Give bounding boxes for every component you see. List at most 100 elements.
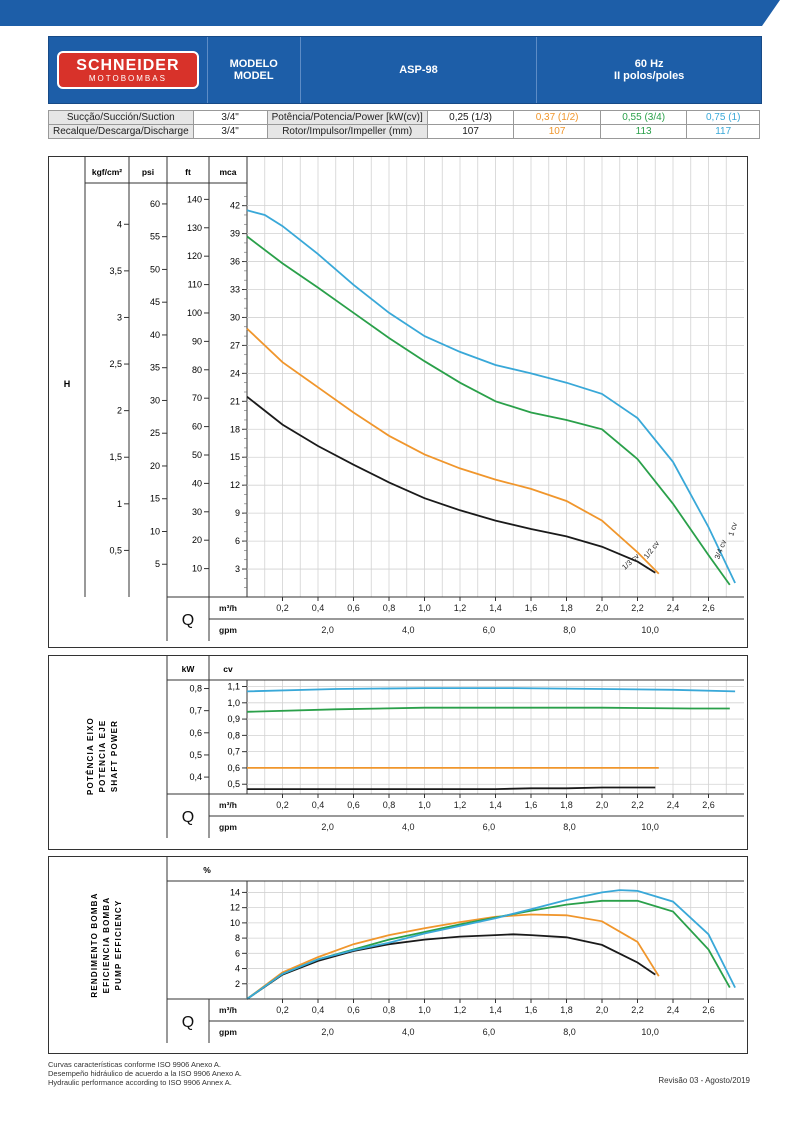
ft-tick-label: 50 — [192, 450, 202, 460]
mca-tick-label: 30 — [230, 312, 240, 322]
x-axis-unit-m3h: m³/h — [219, 1005, 237, 1015]
series-line-1-3-cv — [247, 786, 656, 790]
kgf-tick-label: 3,5 — [109, 266, 122, 276]
mca-tick-label: 27 — [230, 340, 240, 350]
frequency-cell: 60 Hz II polos/poles — [537, 37, 761, 103]
psi-tick-label: 35 — [150, 363, 160, 373]
kw-tick-label: 0,7 — [189, 706, 202, 716]
brand-logo: SCHNEIDER MOTOBOMBAS — [49, 37, 208, 103]
mca-tick-label: 42 — [230, 201, 240, 211]
eff-tick-label: 14 — [230, 887, 240, 897]
footnote-pt: Curvas características conforme ISO 9906… — [48, 1060, 221, 1069]
curve-label-1-cv: 1 cv — [726, 521, 739, 537]
gpm-tick-label: 8,0 — [563, 1027, 576, 1037]
psi-tick-label: 10 — [150, 526, 160, 536]
x-axis-q-label: Q — [182, 612, 194, 629]
cv-tick-label: 0,6 — [227, 763, 240, 773]
power-value-2: 0,37 (1/2) — [513, 110, 601, 125]
series-line-1-3-cv — [246, 395, 656, 574]
x-tick-label: 1,2 — [454, 800, 467, 810]
x-tick-label: 1,2 — [454, 1005, 467, 1015]
eff-tick-label: 10 — [230, 918, 240, 928]
psi-tick-label: 20 — [150, 461, 160, 471]
x-tick-label: 1,4 — [489, 603, 502, 613]
power-value-1: 0,25 (1/3) — [426, 110, 515, 125]
discharge-value: 3/4" — [192, 124, 268, 139]
mca-tick-label: 12 — [230, 480, 240, 490]
impeller-value-4: 117 — [686, 124, 760, 139]
x-tick-label: 0,8 — [383, 800, 396, 810]
gpm-tick-label: 8,0 — [563, 822, 576, 832]
ft-tick-label: 130 — [187, 223, 202, 233]
ft-tick-label: 60 — [192, 422, 202, 432]
x-tick-label: 2,2 — [631, 800, 644, 810]
unit-kgf: kgf/cm² — [92, 167, 122, 177]
psi-tick-label: 40 — [150, 330, 160, 340]
mca-tick-label: 3 — [235, 564, 240, 574]
x-tick-label: 1,8 — [560, 800, 573, 810]
series-line-1-cv — [246, 889, 736, 1000]
spec-row-2: Recalque/Descarga/Discharge 3/4" Rotor/I… — [48, 124, 760, 139]
x-tick-label: 1,6 — [525, 1005, 538, 1015]
x-axis-unit-m3h: m³/h — [219, 603, 237, 613]
x-tick-label: 0,6 — [347, 1005, 360, 1015]
x-tick-label: 2,6 — [702, 603, 715, 613]
y-axis-title-line-2: EFICIENCIA BOMBA — [102, 897, 111, 994]
y-axis-title-line-3: PUMP EFFICIENCY — [114, 900, 123, 991]
gpm-tick-label: 6,0 — [483, 822, 496, 832]
cv-tick-label: 0,7 — [227, 747, 240, 757]
brand-subtitle: MOTOBOMBAS — [88, 73, 167, 83]
gpm-tick-label: 2,0 — [321, 625, 334, 635]
suction-value: 3/4" — [192, 110, 268, 125]
top-banner — [0, 0, 780, 26]
cv-tick-label: 1,0 — [227, 698, 240, 708]
series-line-3-4-cv — [246, 899, 731, 1000]
unit-percent: % — [203, 865, 211, 875]
discharge-label: Recalque/Descarga/Discharge — [48, 124, 194, 139]
kgf-tick-label: 2,5 — [109, 359, 122, 369]
x-tick-label: 0,8 — [383, 1005, 396, 1015]
x-tick-label: 1,8 — [560, 1005, 573, 1015]
x-tick-label: 2,4 — [667, 603, 680, 613]
unit-mca: mca — [219, 167, 236, 177]
x-tick-label: 2,4 — [667, 1005, 680, 1015]
cv-tick-label: 0,8 — [227, 730, 240, 740]
gpm-tick-label: 6,0 — [483, 1027, 496, 1037]
spec-table: Sucção/Succión/Suction 3/4" Potência/Pot… — [48, 110, 760, 139]
footnote-es: Desempeño hidráulico de acuerdo a la ISO… — [48, 1069, 242, 1078]
power-value-4: 0,75 (1) — [686, 110, 760, 125]
gpm-tick-label: 2,0 — [321, 822, 334, 832]
ft-tick-label: 10 — [192, 564, 202, 574]
curve-label-1-2-cv: 1/2 cv — [642, 539, 662, 561]
mca-tick-label: 24 — [230, 368, 240, 378]
ft-tick-label: 30 — [192, 507, 202, 517]
y-axis-title-line-1: RENDIMENTO BOMBA — [90, 892, 99, 997]
impeller-value-1: 107 — [426, 124, 515, 139]
x-tick-label: 2,0 — [596, 603, 609, 613]
unit-ft: ft — [185, 167, 191, 177]
psi-tick-label: 55 — [150, 232, 160, 242]
ft-tick-label: 100 — [187, 308, 202, 318]
kgf-tick-label: 4 — [117, 219, 122, 229]
kgf-tick-label: 1 — [117, 499, 122, 509]
spec-row-1: Sucção/Succión/Suction 3/4" Potência/Pot… — [48, 110, 760, 125]
gpm-tick-label: 4,0 — [402, 822, 415, 832]
ft-tick-label: 140 — [187, 194, 202, 204]
impeller-value-3: 113 — [599, 124, 688, 139]
mca-tick-label: 18 — [230, 424, 240, 434]
model-value: ASP-98 — [399, 64, 438, 76]
model-label-pt: MODELO — [229, 58, 278, 70]
power-chart: kW cv POTÊNCIA EIXO POTENCIA EJE SHAFT POWER… — [86, 656, 744, 838]
x-tick-label: 0,8 — [383, 603, 396, 613]
gpm-tick-label: 8,0 — [563, 625, 576, 635]
head-chart-panel: kgf/cm² psi ft mca H 3 6 9 12 15 18 21 24 27 30 33 36 39 4… — [48, 156, 748, 648]
kgf-tick-label: 2 — [117, 406, 122, 416]
x-tick-label: 1,0 — [418, 1005, 431, 1015]
head-chart: kgf/cm² psi ft mcaH369121518212427303336394… — [64, 157, 744, 641]
poles: II polos/poles — [614, 70, 685, 82]
x-tick-label: 0,6 — [347, 800, 360, 810]
mca-tick-label: 15 — [230, 452, 240, 462]
x-tick-label: 2,0 — [596, 1005, 609, 1015]
footnote-en: Hydraulic performance according to ISO 9… — [48, 1078, 232, 1087]
gpm-tick-label: 6,0 — [483, 625, 496, 635]
